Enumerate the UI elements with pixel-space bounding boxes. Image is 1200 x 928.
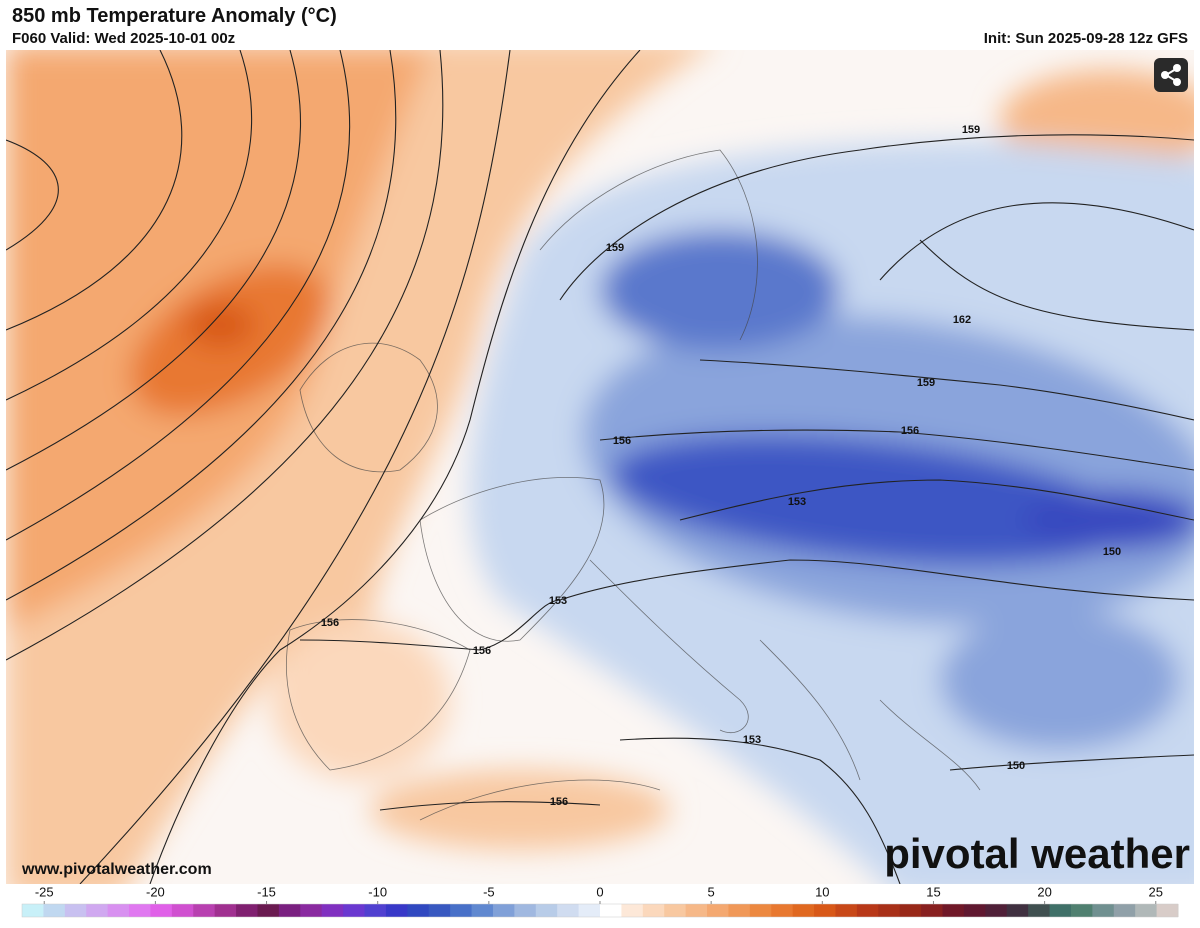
tick-label: 5 xyxy=(708,884,715,899)
contour-label: 156 xyxy=(321,617,339,629)
color-swatch xyxy=(1092,904,1115,917)
contour-labels: 159 159 162 159 156 156 153 150 153 156 … xyxy=(321,124,1121,808)
color-swatch xyxy=(921,904,944,917)
contour-label: 156 xyxy=(473,645,491,657)
color-swatch xyxy=(257,904,280,917)
tick-label: -25 xyxy=(35,884,54,899)
contour-label: 156 xyxy=(613,435,631,447)
contour-label: 159 xyxy=(917,377,935,389)
contour-label: 153 xyxy=(743,734,761,746)
color-swatch xyxy=(428,904,451,917)
tick-label: -20 xyxy=(146,884,165,899)
color-swatch xyxy=(792,904,815,917)
tick-label: 25 xyxy=(1149,884,1163,899)
color-swatch xyxy=(492,904,515,917)
color-swatch xyxy=(150,904,173,917)
color-swatch xyxy=(578,904,601,917)
borders xyxy=(285,149,981,821)
color-swatch xyxy=(129,904,151,917)
contour-lines xyxy=(6,50,1194,884)
color-swatch xyxy=(1135,904,1158,917)
color-swatch xyxy=(664,904,687,917)
tick-label: 15 xyxy=(926,884,940,899)
color-swatch xyxy=(364,904,387,917)
share-icon xyxy=(1161,64,1181,86)
init-time: Init: Sun 2025-09-28 12z GFS xyxy=(983,30,1188,47)
color-swatch xyxy=(878,904,901,917)
valid-time: F060 Valid: Wed 2025-10-01 00z xyxy=(12,30,236,47)
color-swatch xyxy=(771,904,794,917)
logo: pivotal weather xyxy=(884,830,1190,877)
color-swatch xyxy=(1006,904,1029,917)
color-swatch xyxy=(600,904,622,917)
color-swatch xyxy=(749,904,772,917)
contour-label: 162 xyxy=(953,314,971,326)
color-swatch xyxy=(450,904,473,917)
anomaly-field xyxy=(6,50,1194,884)
map-title: 850 mb Temperature Anomaly (°C) xyxy=(12,5,337,27)
color-swatch xyxy=(321,904,344,917)
color-swatch xyxy=(1156,904,1179,917)
contour-label: 150 xyxy=(1103,546,1121,558)
tick-label: 20 xyxy=(1037,884,1051,899)
color-swatch xyxy=(685,904,708,917)
contour-label: 150 xyxy=(1007,760,1025,772)
tick-label: 10 xyxy=(815,884,829,899)
color-swatch xyxy=(963,904,986,917)
color-swatch xyxy=(642,904,665,917)
color-swatch xyxy=(942,904,965,917)
color-swatch xyxy=(856,904,879,917)
color-swatch xyxy=(899,904,922,917)
color-swatch xyxy=(86,904,109,917)
color-swatch xyxy=(22,904,44,917)
contour-label: 153 xyxy=(549,595,567,607)
color-swatch xyxy=(621,904,644,917)
share-button[interactable] xyxy=(1154,58,1188,92)
color-swatch xyxy=(985,904,1008,917)
color-swatch xyxy=(535,904,558,917)
map: 159 159 162 159 156 156 153 150 153 156 … xyxy=(6,50,1194,884)
contour-label: 156 xyxy=(901,425,919,437)
color-swatch xyxy=(64,904,87,917)
contour-label: 159 xyxy=(962,124,980,136)
color-swatch xyxy=(557,904,580,917)
color-swatch xyxy=(278,904,301,917)
contour-label: 156 xyxy=(550,796,568,808)
color-swatch xyxy=(1113,904,1136,917)
tick-label: -5 xyxy=(483,884,495,899)
tick-label: -15 xyxy=(257,884,276,899)
color-swatch xyxy=(514,904,537,917)
color-swatch xyxy=(1049,904,1072,917)
color-swatch xyxy=(471,904,494,917)
color-swatch xyxy=(728,904,751,917)
color-swatch xyxy=(214,904,237,917)
color-swatch xyxy=(300,904,323,917)
website: www.pivotalweather.com xyxy=(21,861,212,878)
tick-label: 0 xyxy=(596,884,603,899)
color-swatch xyxy=(1070,904,1093,917)
color-swatch xyxy=(707,904,729,917)
contour-label: 159 xyxy=(606,242,624,254)
color-swatch xyxy=(407,904,430,917)
color-swatch xyxy=(171,904,194,917)
color-swatch xyxy=(193,904,216,917)
color-swatch xyxy=(835,904,858,917)
color-swatch xyxy=(107,904,130,917)
contour-label: 153 xyxy=(788,496,806,508)
color-swatch xyxy=(1028,904,1051,917)
color-swatch xyxy=(814,904,836,917)
color-swatch xyxy=(385,904,408,917)
color-swatch xyxy=(43,904,66,917)
tick-label: -10 xyxy=(368,884,387,899)
colorbar: -25 -20 -15 -10 -5 0 5 10 15 20 25 xyxy=(21,884,1179,918)
color-swatch xyxy=(343,904,366,917)
color-swatch xyxy=(236,904,258,917)
